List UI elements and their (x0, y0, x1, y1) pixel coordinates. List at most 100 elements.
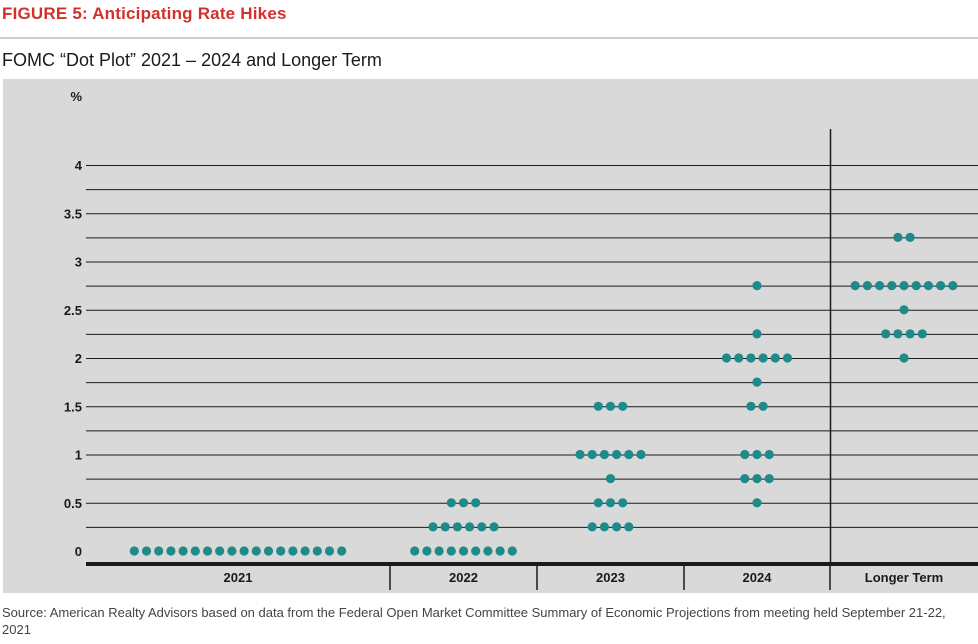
y-tick-label: 3.5 (64, 206, 82, 221)
dot-2024 (740, 449, 750, 460)
dot-2024 (764, 449, 774, 460)
dot-2021 (166, 546, 176, 556)
dot-longer-term (893, 329, 903, 339)
dot-2022 (422, 546, 432, 556)
y-tick-label: 0.5 (64, 496, 82, 511)
dot-plot-chart: 4 3.5 3 2.5 2 1.5 1 0.5 0% 2021 2022 2023 2024 Longer… (64, 89, 978, 590)
figure-label: FIGURE 5: Anticipating Rate Hikes (2, 4, 287, 23)
dot-longer-term (948, 281, 958, 291)
dot-2022 (507, 546, 517, 556)
dot-2021 (288, 546, 298, 556)
dot-2022 (483, 546, 493, 556)
dot-2021 (227, 546, 237, 556)
dot-2023 (605, 498, 616, 508)
dot-2022 (446, 546, 456, 556)
dot-2024 (764, 474, 774, 484)
category-label: 2023 (596, 570, 625, 585)
category-label: 2024 (743, 570, 773, 585)
dot-2024 (752, 498, 762, 508)
dot-2023 (587, 449, 597, 460)
source-note: Source: American Realty Advisors based o… (2, 605, 946, 637)
dot-2021 (141, 546, 152, 556)
chart-title: FOMC “Dot Plot” 2021 – 2024 and Longer T… (2, 50, 382, 70)
dot-2023 (612, 522, 622, 532)
dot-longer-term (905, 232, 915, 242)
dot-longer-term (936, 281, 946, 291)
dot-2022 (471, 546, 481, 556)
dot-2022 (446, 498, 456, 508)
dot-2024 (758, 401, 768, 411)
dot-2024 (740, 474, 750, 484)
dot-longer-term (899, 305, 909, 315)
dot-2023 (636, 449, 646, 460)
y-tick-label: 4 (75, 158, 83, 173)
dot-2022 (465, 522, 475, 532)
dot-2021 (263, 546, 274, 556)
y-tick-label: 0 (75, 544, 82, 559)
dot-2024 (721, 353, 732, 363)
dot-2022 (489, 522, 499, 532)
dot-2023 (612, 449, 622, 460)
dot-longer-term (881, 329, 891, 339)
dot-2021 (337, 546, 347, 556)
dot-2024 (770, 353, 780, 363)
dot-2023 (605, 401, 616, 411)
dot-2022 (471, 498, 481, 508)
category-label: Longer Term (865, 570, 944, 585)
dot-longer-term (923, 281, 934, 291)
dot-2023 (587, 522, 597, 532)
dot-2021 (251, 546, 261, 556)
y-tick-label: 1 (75, 448, 82, 463)
dot-longer-term (917, 329, 927, 339)
dot-2024 (752, 329, 762, 339)
dot-longer-term (893, 232, 903, 242)
dot-2022 (495, 546, 505, 556)
dot-longer-term (875, 281, 885, 291)
dot-2021 (276, 546, 286, 556)
dot-2022 (428, 522, 438, 532)
dot-2022 (477, 522, 487, 532)
dot-2024 (758, 353, 768, 363)
dot-2021 (324, 546, 335, 556)
dot-2021 (190, 546, 200, 556)
dot-2021 (312, 546, 322, 556)
dot-longer-term (862, 281, 873, 291)
dot-2024 (734, 353, 744, 363)
dot-longer-term (850, 281, 860, 291)
dot-longer-term (905, 329, 915, 339)
dot-2024 (752, 449, 762, 460)
dot-2024 (752, 377, 762, 387)
plot-background (3, 79, 978, 593)
dot-2022 (410, 546, 420, 556)
dot-2023 (575, 449, 585, 460)
dot-2023 (593, 498, 603, 508)
dot-longer-term (899, 281, 909, 291)
dot-2024 (746, 401, 756, 411)
y-tick-label: 1.5 (64, 399, 82, 414)
dot-longer-term (887, 281, 897, 291)
dot-2021 (202, 546, 213, 556)
dot-2023 (618, 498, 628, 508)
dot-2023 (593, 401, 603, 411)
dot-2021 (239, 546, 249, 556)
dot-2024 (746, 353, 756, 363)
dot-2023 (624, 449, 634, 460)
dot-2023 (599, 522, 610, 532)
y-axis-label: % (70, 89, 82, 104)
dot-longer-term (911, 281, 921, 291)
dot-2021 (215, 546, 225, 556)
dot-2021 (300, 546, 310, 556)
dot-2021 (178, 546, 188, 556)
category-label: 2022 (449, 570, 478, 585)
dot-2021 (129, 546, 139, 556)
dot-2023 (599, 449, 610, 460)
dot-2022 (458, 546, 469, 556)
dot-2024 (782, 353, 793, 363)
dot-longer-term (899, 353, 909, 363)
dot-2023 (624, 522, 634, 532)
y-tick-label: 2.5 (64, 303, 82, 318)
dot-2022 (458, 498, 469, 508)
dot-2023 (605, 474, 616, 484)
category-label: 2021 (224, 570, 253, 585)
title-divider (0, 37, 978, 39)
